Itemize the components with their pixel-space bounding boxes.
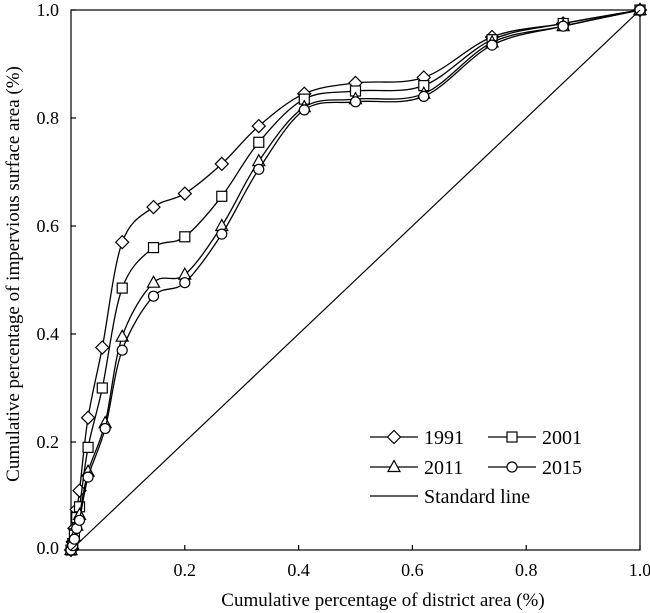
x-tick-label: 0.2 xyxy=(174,560,197,580)
data-point xyxy=(146,199,161,215)
legend-entry: 2015 xyxy=(488,457,582,479)
legend-entry: 2011 xyxy=(370,457,463,479)
data-point xyxy=(418,90,430,103)
data-point xyxy=(96,382,108,394)
y-tick-label: 0.4 xyxy=(37,324,60,344)
data-point xyxy=(298,104,310,116)
y-tick-label: 1.0 xyxy=(37,0,60,20)
legend-marker xyxy=(386,429,402,445)
data-point xyxy=(80,410,96,426)
data-point xyxy=(82,471,94,483)
data-point xyxy=(94,340,110,355)
data-point xyxy=(116,344,128,356)
data-point xyxy=(99,422,111,435)
y-tick-label: 0.6 xyxy=(37,216,60,236)
series-2015 xyxy=(65,4,646,556)
legend: 1991 2001 2011 2015 Standard line xyxy=(370,427,582,508)
plot-area-frame xyxy=(70,9,641,551)
x-axis-title: Cumulative percentage of district area (… xyxy=(221,590,544,611)
data-point xyxy=(486,39,498,51)
data-point xyxy=(216,228,228,240)
legend-label: Standard line xyxy=(424,486,530,508)
data-point xyxy=(179,277,191,289)
axis-ticks: 0.2 0.4 0.6 0.8 1.0 0.0 0.2 0.4 0.6 0.8 1.0 xyxy=(37,0,650,580)
legend-marker xyxy=(506,461,518,473)
y-axis-title: Cumulative percentage of impervious surf… xyxy=(3,66,24,482)
legend-entry: Standard line xyxy=(370,486,530,508)
x-tick-label: 0.4 xyxy=(287,560,310,580)
data-point xyxy=(115,328,130,342)
data-point xyxy=(147,242,160,254)
y-tick-label: 0.8 xyxy=(37,108,60,128)
x-tick-label: 0.8 xyxy=(515,560,538,580)
legend-entry: 2001 xyxy=(488,427,582,449)
data-point xyxy=(253,136,265,148)
data-point xyxy=(179,231,191,243)
legend-marker xyxy=(386,459,402,473)
data-point xyxy=(73,514,86,526)
y-tick-label: 0.2 xyxy=(37,432,60,452)
legend-label: 2011 xyxy=(424,457,463,479)
data-point xyxy=(216,190,228,202)
data-point xyxy=(146,274,161,288)
data-point xyxy=(116,282,128,294)
legend-entry: 1991 xyxy=(370,427,464,449)
data-point xyxy=(253,163,265,175)
data-point xyxy=(68,533,81,545)
data-point xyxy=(147,290,160,302)
series-standard-line xyxy=(70,9,641,551)
legend-marker xyxy=(506,431,518,443)
y-tick-label: 0.0 xyxy=(37,538,60,558)
data-point xyxy=(251,118,267,134)
data-point xyxy=(114,234,130,250)
legend-label: 1991 xyxy=(424,427,464,449)
data-point xyxy=(177,186,193,201)
data-point xyxy=(214,156,230,172)
standard-line xyxy=(70,9,641,551)
series-layer xyxy=(63,2,648,558)
data-point xyxy=(557,20,569,32)
x-tick-label: 1.0 xyxy=(629,560,650,580)
data-point xyxy=(349,96,362,108)
legend-label: 2001 xyxy=(542,427,582,449)
x-tick-label: 0.6 xyxy=(401,560,424,580)
data-point xyxy=(82,441,94,453)
legend-label: 2015 xyxy=(542,457,582,479)
